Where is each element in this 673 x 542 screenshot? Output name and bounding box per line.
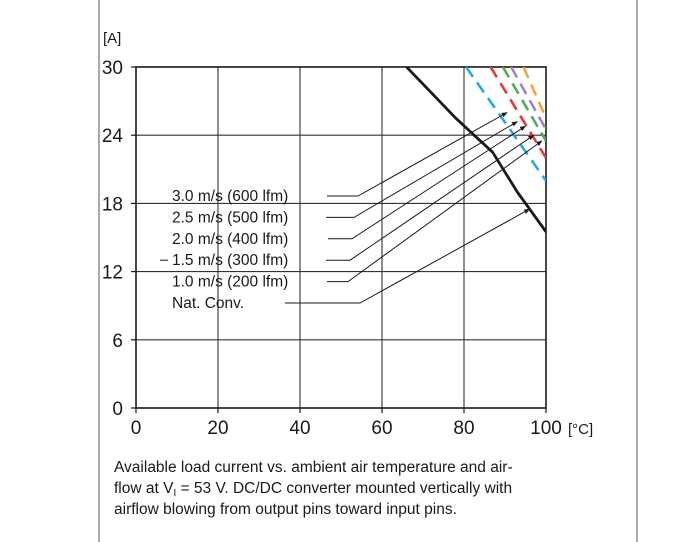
natural-convection-curve — [405, 67, 546, 233]
caption-line-1: Available load current vs. ambient air t… — [114, 459, 513, 476]
chart: 0 20 40 60 80 100 [°C] 0 6 12 18 24 30 [A] 3.0 m/s (60… — [102, 30, 593, 439]
airflow-curve — [465, 67, 546, 182]
caption-line-2-start: flow at V — [114, 480, 174, 497]
x-axis-unit: [°C] — [568, 421, 593, 438]
y-tick-label: 0 — [112, 399, 123, 420]
chart-caption: Available load current vs. ambient air t… — [114, 457, 634, 520]
legend-leader-arrow — [326, 134, 535, 261]
y-tick-label: 6 — [112, 331, 123, 352]
legend-label: Nat. Conv. — [172, 295, 244, 312]
legend-label: 1.5 m/s (300 lfm) — [172, 252, 288, 269]
legend-leader-arrow — [327, 112, 508, 197]
x-tick-label: 100 — [530, 418, 562, 439]
airflow-curve — [522, 67, 546, 119]
legend-label: 2.0 m/s (400 lfm) — [172, 231, 288, 248]
legend-label: 3.0 m/s (600 lfm) — [172, 188, 288, 205]
airflow-curve — [510, 67, 546, 131]
legend-label: 2.5 m/s (500 lfm) — [172, 209, 288, 226]
caption-line-3: airflow blowing from output pins toward … — [114, 501, 457, 518]
x-tick-label: 60 — [371, 418, 392, 439]
plot-area-border — [135, 66, 547, 409]
x-tick-label: 80 — [453, 418, 474, 439]
y-tick-label: 18 — [102, 194, 123, 215]
legend-leader-arrow — [285, 208, 531, 304]
caption-subscript: I — [173, 488, 177, 499]
legend-leader-arrow — [328, 125, 527, 240]
x-tick-label: 0 — [131, 418, 142, 439]
y-axis-label: [A] — [103, 30, 121, 47]
caption-line-2-end: = 53 V. DC/DC converter mounted vertical… — [176, 480, 513, 497]
y-tick-label: 30 — [102, 58, 123, 79]
x-tick-label: 20 — [207, 418, 228, 439]
legend-label: 1.0 m/s (200 lfm) — [172, 274, 288, 291]
legend-leader-arrow — [326, 121, 518, 218]
caption-line-2: flow at VI = 53 V. DC/DC converter mount… — [114, 478, 634, 499]
airflow-curve — [501, 67, 546, 142]
x-tick-label: 40 — [289, 418, 310, 439]
y-tick-label: 24 — [102, 126, 124, 147]
y-tick-label: 12 — [102, 263, 123, 284]
legend-leader-arrow — [327, 140, 543, 283]
